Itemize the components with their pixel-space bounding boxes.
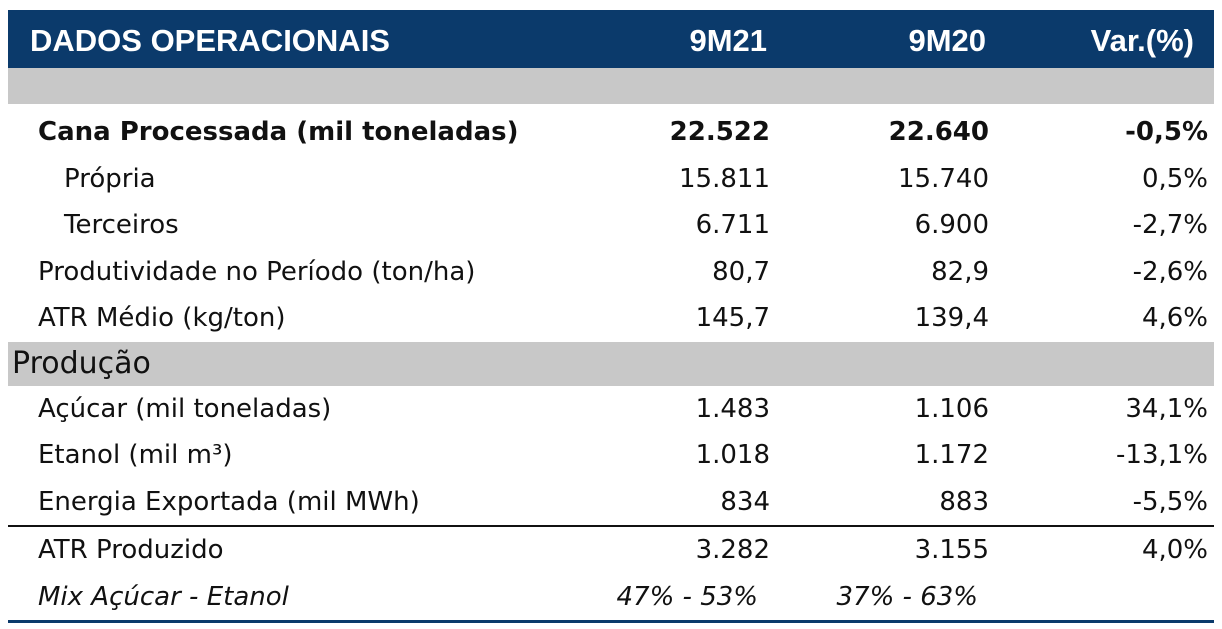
row-value-variation: -5,5%: [1132, 486, 1208, 517]
row-label: Açúcar (mil toneladas): [38, 393, 332, 424]
column-header-9m20: 9M20: [908, 23, 986, 58]
row-value-9m21: 3.282: [695, 535, 770, 565]
row-label: Etanol (mil m³): [38, 440, 233, 470]
row-value-9m20: 1.106: [914, 393, 989, 424]
row-value-variation: -2,7%: [1132, 210, 1208, 240]
row-value-9m21: 145,7: [695, 303, 770, 333]
section-header-producao: Produção: [8, 341, 1214, 386]
table-row-atr-produzido: ATR Produzido 3.282 3.155 4,0%: [8, 527, 1214, 574]
table-row-produtividade: Produtividade no Período (ton/ha) 80,7 8…: [8, 249, 1214, 296]
row-value-variation: 34,1%: [1125, 393, 1208, 424]
row-value-variation: -2,6%: [1132, 256, 1208, 287]
row-value-variation: 4,0%: [1141, 535, 1208, 565]
column-header-variation: Var.(%): [1090, 23, 1194, 58]
row-value-9m20: 15.740: [898, 163, 989, 194]
table-header: DADOS OPERACIONAIS 9M21 9M20 Var.(%): [8, 10, 1214, 68]
table-title: DADOS OPERACIONAIS: [30, 23, 390, 58]
row-label: Energia Exportada (mil MWh): [38, 486, 420, 517]
operational-data-table: DADOS OPERACIONAIS 9M21 9M20 Var.(%) Can…: [8, 10, 1214, 623]
row-label: Mix Açúcar - Etanol: [38, 581, 289, 612]
row-value-9m21: 15.811: [679, 163, 770, 194]
header-spacer-band: [8, 68, 1214, 104]
row-value-9m21: 80,7: [712, 256, 770, 287]
table-bottom-rule: [8, 620, 1214, 623]
row-value-variation: -0,5%: [1125, 117, 1208, 147]
row-value-9m20: 1.172: [914, 440, 989, 470]
row-value-9m21: 6.711: [695, 210, 770, 240]
table-row-propria: Própria 15.811 15.740 0,5%: [8, 156, 1214, 203]
column-header-9m21: 9M21: [689, 23, 767, 58]
row-value-variation: 4,6%: [1141, 303, 1208, 333]
row-value-9m20: 883: [939, 486, 989, 517]
row-divider: [8, 525, 1214, 527]
table-row-terceiros: Terceiros 6.711 6.900 -2,7%: [8, 202, 1214, 249]
row-value-9m20: 37% - 63%: [836, 581, 979, 612]
row-label: Cana Processada (mil toneladas): [38, 117, 519, 147]
row-value-9m21: 47% - 53%: [616, 581, 759, 612]
table-row-mix: Mix Açúcar - Etanol 47% - 53% 37% - 63%: [8, 574, 1214, 621]
table-row-cana-processada: Cana Processada (mil toneladas) 22.522 2…: [8, 109, 1214, 156]
row-value-variation: 0,5%: [1141, 163, 1208, 194]
section-title: Produção: [12, 345, 151, 381]
row-value-9m20: 6.900: [914, 210, 989, 240]
row-value-9m21: 1.018: [695, 440, 770, 470]
row-value-9m21: 1.483: [695, 393, 770, 424]
table-row-atr-medio: ATR Médio (kg/ton) 145,7 139,4 4,6%: [8, 295, 1214, 342]
row-label: Terceiros: [64, 210, 179, 240]
row-label: Produtividade no Período (ton/ha): [38, 256, 476, 287]
row-value-9m20: 139,4: [914, 303, 989, 333]
row-label: Própria: [64, 163, 156, 194]
row-value-9m21: 834: [720, 486, 770, 517]
table-row-acucar: Açúcar (mil toneladas) 1.483 1.106 34,1%: [8, 386, 1214, 433]
table-row-etanol: Etanol (mil m³) 1.018 1.172 -13,1%: [8, 432, 1214, 479]
row-label: ATR Produzido: [38, 535, 224, 565]
row-value-9m21: 22.522: [669, 117, 770, 147]
row-value-9m20: 22.640: [888, 117, 989, 147]
row-value-9m20: 3.155: [914, 535, 989, 565]
row-value-9m20: 82,9: [931, 256, 989, 287]
row-value-variation: -13,1%: [1116, 440, 1208, 470]
table-row-energia-exportada: Energia Exportada (mil MWh) 834 883 -5,5…: [8, 479, 1214, 526]
row-label: ATR Médio (kg/ton): [38, 303, 286, 333]
